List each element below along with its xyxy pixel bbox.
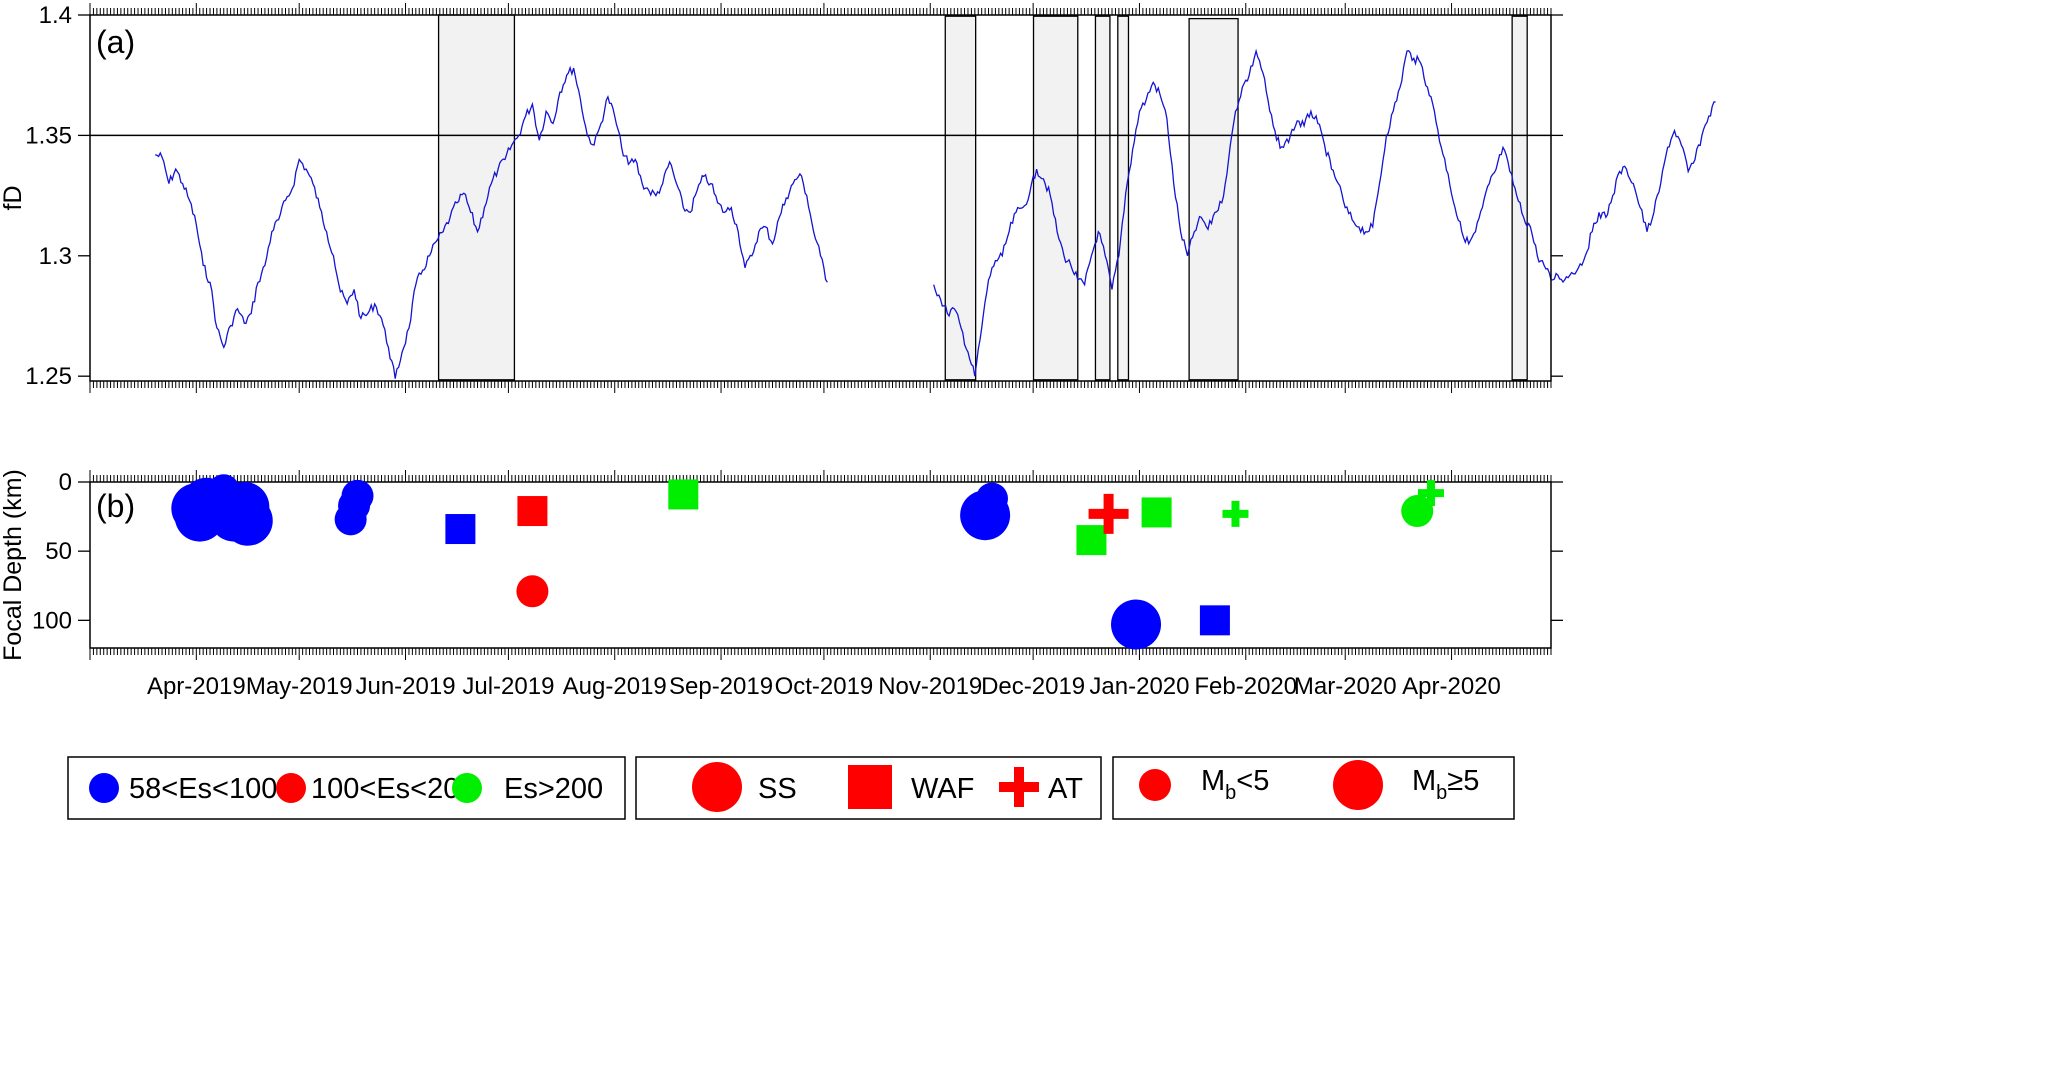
fd-series-segment-2 xyxy=(933,48,1716,377)
panel-a-y-tick-label: 1.25 xyxy=(25,363,72,390)
panel-b-x-tick-labels: Apr-2019 May-2019 Jun-2019 Jul-2019 Aug-2019… xyxy=(147,673,1501,700)
legend-energy-swatch xyxy=(276,773,306,803)
event-marker xyxy=(222,495,273,546)
panel-a: 1.25 1.3 1.35 1.4 fD (a) xyxy=(0,2,1716,393)
event-marker xyxy=(1076,525,1107,556)
legend-magnitude-frame xyxy=(1112,756,1515,820)
panel-a-ticks xyxy=(89,3,1552,393)
event-marker xyxy=(1141,497,1172,528)
event-marker xyxy=(668,479,699,510)
panel-a-y-axis-title: fD xyxy=(0,186,27,211)
panel-b-y-tick-labels: 0 50 100 xyxy=(32,469,1563,634)
panel-b-ticks xyxy=(89,470,1552,660)
legend-magnitude-label: Mb<5 xyxy=(1201,765,1269,804)
event-marker xyxy=(1199,605,1230,636)
legend-mechanism: SS WAF AT xyxy=(635,756,1102,820)
x-tick-label: Feb-2020 xyxy=(1194,673,1297,700)
event-marker xyxy=(517,496,548,527)
fd-series-segment-1 xyxy=(155,65,828,379)
x-tick-label: Dec-2019 xyxy=(981,673,1085,700)
legend-energy-swatch xyxy=(89,773,119,803)
legend-energy-frame xyxy=(67,756,626,820)
event-marker xyxy=(1417,480,1444,507)
highlight-window-3 xyxy=(1032,15,1079,381)
event-marker xyxy=(445,514,476,545)
panel-a-label: (a) xyxy=(96,24,135,60)
x-tick-label: Apr-2020 xyxy=(1402,673,1501,700)
event-marker xyxy=(1088,493,1129,534)
fd-series xyxy=(155,48,1716,379)
highlight-window-6 xyxy=(1188,17,1239,381)
event-marker xyxy=(1401,495,1434,528)
x-tick-label: Apr-2019 xyxy=(147,673,246,700)
panel-a-y-tick-label: 1.3 xyxy=(39,243,72,270)
legend-energy-label: 100<Es<200 xyxy=(311,773,475,805)
x-tick-label: Aug-2019 xyxy=(563,673,667,700)
panel-b-y-tick-label: 50 xyxy=(45,538,72,565)
highlight-window-7 xyxy=(1511,15,1528,381)
legend-mechanism-frame xyxy=(635,756,1102,820)
legend-mechanism-label: AT xyxy=(1048,773,1083,805)
x-tick-label: Oct-2019 xyxy=(775,673,874,700)
panel-a-y-tick-label: 1.4 xyxy=(39,2,72,29)
legend-energy-label: Es>200 xyxy=(504,773,603,805)
x-tick-label: Mar-2020 xyxy=(1294,673,1397,700)
legend-energy-swatch xyxy=(452,773,482,803)
x-tick-label: Nov-2019 xyxy=(878,673,982,700)
legend-mechanism-swatch xyxy=(999,767,1039,807)
legend-magnitude-swatch xyxy=(1139,769,1171,801)
x-tick-label: Jan-2020 xyxy=(1089,673,1189,700)
panel-b-frame xyxy=(89,481,1552,649)
event-markers xyxy=(171,474,1444,650)
highlight-window-4 xyxy=(1094,15,1111,381)
panel-a-y-tick-labels: 1.25 1.3 1.35 1.4 xyxy=(25,2,1563,390)
legend-magnitude: Mb<5 Mb≥5 xyxy=(1112,756,1515,820)
legend-mechanism-swatch xyxy=(848,765,892,809)
highlight-window-5 xyxy=(1117,15,1130,381)
highlight-window-1 xyxy=(437,14,516,381)
panel-a-y-tick-label: 1.35 xyxy=(25,122,72,149)
legend-mechanism-label: SS xyxy=(758,773,797,805)
panel-b-y-axis-title: Focal Depth (km) xyxy=(0,469,27,661)
x-tick-label: May-2019 xyxy=(246,673,353,700)
x-tick-label: Jun-2019 xyxy=(355,673,455,700)
legend-magnitude-swatch xyxy=(1333,760,1383,810)
panel-b-y-tick-label: 0 xyxy=(59,469,72,496)
event-marker xyxy=(516,575,549,608)
highlight-window-2 xyxy=(944,15,977,381)
legend-magnitude-label: Mb≥5 xyxy=(1412,765,1479,804)
legend-energy-label: 58<Es<100 xyxy=(129,773,277,805)
legend-energy: 58<Es<100 100<Es<200 Es>200 xyxy=(67,756,626,820)
panel-b-label: (b) xyxy=(96,488,135,524)
legend-mechanism-swatch xyxy=(692,762,742,812)
legend-mechanism-label: WAF xyxy=(911,773,974,805)
highlight-windows xyxy=(437,14,1528,381)
event-marker xyxy=(1222,500,1249,527)
panel-b-y-tick-label: 100 xyxy=(32,607,72,634)
panel-a-frame xyxy=(89,14,1552,382)
event-marker xyxy=(1111,599,1162,650)
x-tick-label: Sep-2019 xyxy=(669,673,773,700)
event-marker xyxy=(341,479,374,512)
x-tick-label: Jul-2019 xyxy=(462,673,554,700)
event-marker xyxy=(975,482,1008,515)
